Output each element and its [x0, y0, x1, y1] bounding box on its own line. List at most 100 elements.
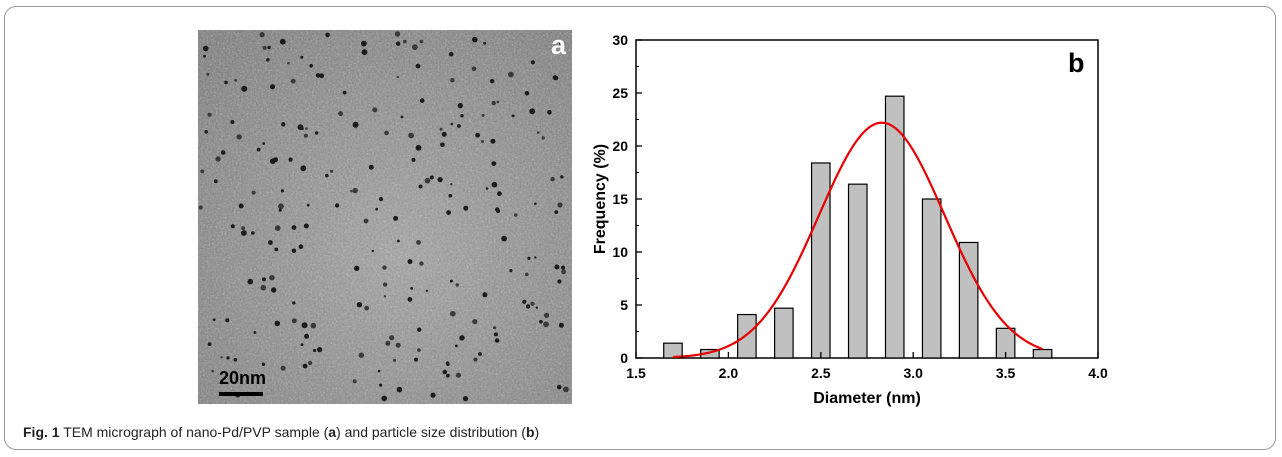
x-axis-label: Diameter (nm)	[813, 390, 921, 407]
nanoparticle	[309, 64, 313, 68]
nanoparticle	[441, 131, 447, 137]
nanoparticle	[213, 179, 218, 184]
nanoparticle	[368, 164, 374, 170]
nanoparticle	[446, 362, 450, 366]
nanoparticle	[262, 45, 267, 50]
nanoparticle	[496, 209, 500, 214]
nanoparticle	[491, 181, 498, 188]
nanoparticle	[384, 130, 389, 136]
nanoparticle	[273, 157, 278, 163]
nanoparticle	[233, 358, 238, 362]
nanoparticle	[558, 322, 564, 328]
nanoparticle	[472, 36, 478, 43]
nanoparticle	[224, 80, 228, 85]
nanoparticle	[256, 147, 261, 152]
nanoparticle	[303, 223, 309, 229]
nanoparticle	[315, 73, 321, 78]
nanoparticle	[534, 256, 537, 259]
nanoparticle	[550, 177, 555, 182]
nanoparticle	[287, 61, 290, 65]
nanoparticle	[417, 348, 421, 352]
nanoparticle	[481, 113, 485, 117]
nanoparticle	[268, 240, 273, 245]
nanoparticle	[400, 115, 404, 119]
y-tick-label: 20	[612, 138, 628, 154]
nanoparticle	[407, 297, 413, 302]
nanoparticle	[493, 332, 498, 337]
nanoparticle	[543, 321, 549, 328]
histogram-bar	[663, 342, 683, 359]
nanoparticle	[303, 133, 308, 138]
nanoparticle	[393, 215, 399, 221]
nanoparticle	[450, 78, 455, 83]
nanoparticle	[261, 362, 266, 366]
nanoparticle	[198, 205, 203, 210]
nanoparticle	[262, 142, 266, 145]
histogram-bar	[847, 183, 868, 359]
nanoparticle	[561, 265, 565, 270]
x-tick-label: 3.5	[996, 365, 1016, 381]
caption-figure-label: Fig. 1	[23, 424, 60, 440]
nanoparticle	[419, 39, 424, 44]
scale-bar-label: 20nm	[219, 368, 267, 388]
nanoparticle	[425, 289, 429, 292]
nanoparticle	[403, 39, 407, 44]
nanoparticle	[298, 244, 304, 249]
nanoparticle	[385, 340, 391, 346]
nanoparticle	[212, 318, 216, 322]
y-tick-label: 5	[620, 297, 628, 313]
histogram-bar	[921, 198, 942, 359]
nanoparticle	[407, 259, 413, 265]
nanoparticle	[395, 41, 401, 46]
nanoparticle	[281, 122, 286, 127]
nanoparticle	[491, 100, 496, 106]
nanoparticle	[481, 140, 484, 143]
histogram-bar	[884, 95, 905, 359]
nanoparticle	[497, 191, 502, 197]
nanoparticle	[450, 122, 454, 126]
nanoparticle	[418, 184, 423, 189]
nanoparticle	[482, 292, 488, 298]
nanoparticle	[557, 279, 562, 284]
nanoparticle	[382, 282, 388, 287]
figure-caption: Fig. 1 TEM micrograph of nano-Pd/PVP sam…	[23, 424, 539, 440]
nanoparticle	[440, 142, 445, 148]
nanoparticle	[292, 301, 296, 305]
nanoparticle	[430, 392, 436, 398]
nanoparticle	[419, 261, 424, 266]
nanoparticle	[509, 269, 513, 273]
nanoparticle	[524, 91, 530, 96]
nanoparticle	[450, 183, 453, 186]
nanoparticle	[290, 78, 296, 84]
caption-text-3: )	[534, 424, 540, 440]
nanoparticle	[207, 342, 212, 346]
nanoparticle	[525, 272, 529, 277]
nanoparticle	[561, 269, 566, 275]
nanoparticle	[300, 55, 304, 59]
nanoparticle	[529, 108, 536, 115]
nanoparticle	[361, 40, 367, 47]
nanoparticle	[392, 358, 397, 362]
nanoparticle	[372, 107, 378, 113]
nanoparticle	[383, 295, 387, 298]
nanoparticle	[419, 98, 425, 103]
y-tick-label: 10	[612, 244, 628, 260]
nanoparticle	[267, 45, 271, 50]
nanoparticle	[247, 278, 254, 285]
nanoparticle	[455, 283, 459, 287]
nanoparticle	[305, 127, 308, 130]
caption-ref-a: a	[328, 424, 337, 440]
nanoparticle	[541, 136, 545, 140]
nanoparticle	[236, 134, 242, 140]
tem-micrograph-image	[198, 30, 572, 404]
nanoparticle	[513, 213, 518, 217]
nanoparticle	[449, 279, 453, 283]
nanoparticle	[363, 218, 369, 224]
x-tick-label: 2.5	[811, 365, 831, 381]
nanoparticle	[319, 73, 325, 79]
nanoparticle	[478, 352, 482, 356]
nanoparticle	[253, 331, 257, 334]
nanoparticle	[278, 208, 282, 212]
nanoparticle	[552, 75, 558, 81]
nanoparticle	[280, 189, 284, 193]
